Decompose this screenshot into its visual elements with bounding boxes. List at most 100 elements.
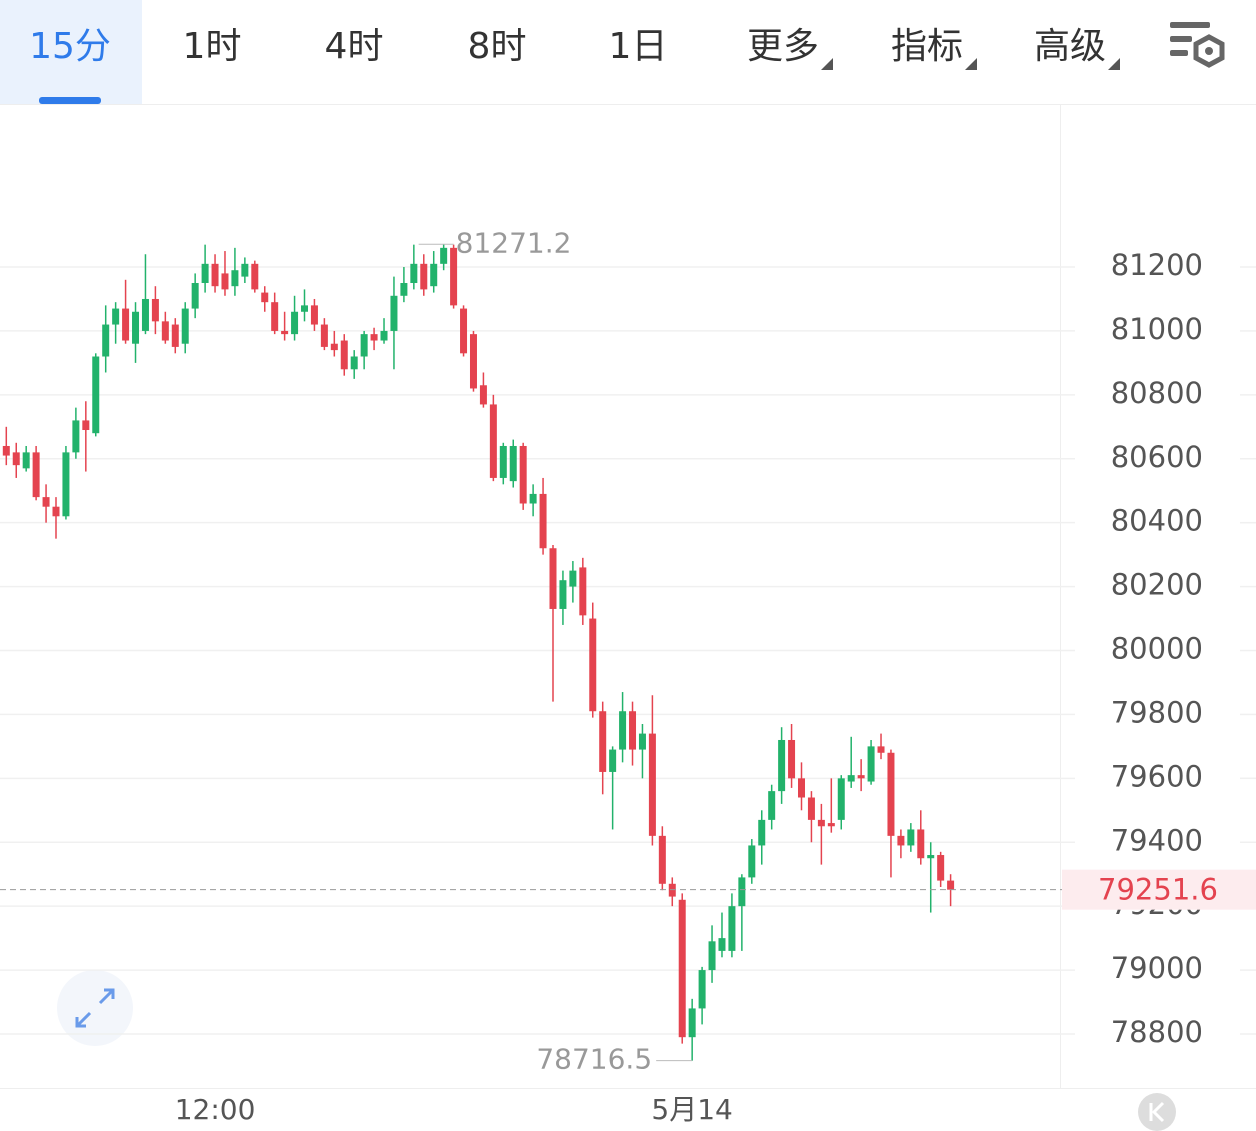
candle-body: [827, 823, 835, 827]
candle-body: [390, 295, 398, 331]
candle-body: [301, 305, 308, 312]
y-tick-label: 80000: [1111, 632, 1203, 666]
candle-body: [599, 711, 607, 772]
candle-body: [857, 775, 865, 779]
candle-body: [420, 263, 428, 290]
candle-body: [92, 356, 100, 434]
candle-body: [609, 749, 617, 772]
candle-body: [569, 570, 577, 587]
y-tick-label: 81200: [1111, 248, 1203, 282]
candle-body: [310, 305, 318, 325]
candle-body: [261, 292, 269, 303]
fullscreen-button[interactable]: [57, 970, 133, 1046]
y-tick-label: 78800: [1111, 1015, 1203, 1049]
candle-body: [877, 746, 885, 753]
candle-body: [917, 829, 925, 859]
active-tab-bg: [0, 0, 142, 104]
candle-body: [559, 580, 567, 609]
candle-body: [191, 283, 199, 309]
candle-body: [171, 324, 179, 347]
max-label: 81271.2: [456, 226, 572, 259]
candle-body: [539, 493, 547, 549]
candle-body: [927, 855, 935, 859]
min-label: 78716.5: [536, 1043, 652, 1076]
candle-body: [907, 829, 915, 846]
candle-body: [22, 452, 30, 469]
candle-body: [12, 452, 20, 466]
candle-body: [281, 330, 289, 335]
candle-body: [231, 270, 239, 287]
candle-body: [549, 548, 557, 609]
candle-body: [937, 855, 945, 881]
candle-body: [847, 775, 855, 782]
candle-body: [430, 263, 438, 287]
candle-body: [161, 321, 169, 341]
logo: [1138, 1093, 1176, 1131]
toolbar-tab[interactable]: 1时: [183, 26, 242, 67]
candle-body: [798, 778, 805, 798]
toolbar-tab[interactable]: 指标: [891, 26, 963, 67]
last-price-bg: [1062, 869, 1256, 910]
candle-body: [499, 445, 507, 478]
candle-body: [112, 308, 120, 325]
candle-body: [410, 263, 418, 284]
y-tick-label: 79600: [1111, 759, 1203, 793]
candle-body: [52, 506, 60, 517]
settings-icon[interactable]: [1170, 22, 1225, 68]
y-tick-label: 80800: [1111, 376, 1203, 410]
toolbar-tab[interactable]: 更多: [747, 26, 819, 67]
toolbar-tab[interactable]: 4时: [325, 26, 384, 67]
toolbar-tab[interactable]: 8时: [468, 26, 527, 67]
candle-body: [887, 752, 895, 836]
candle-body: [867, 746, 875, 782]
last-price-label: 79251.6: [1098, 873, 1218, 907]
candle-body: [728, 906, 736, 951]
candle-body: [629, 711, 637, 750]
candle-body: [72, 420, 80, 453]
candle-body: [330, 343, 338, 351]
candle-body: [32, 452, 40, 498]
candle-body: [211, 263, 219, 287]
candle-body: [360, 334, 368, 357]
candle-body: [748, 845, 756, 878]
candle-body: [648, 733, 656, 836]
candle-body: [698, 970, 706, 1009]
candle-body: [2, 445, 10, 456]
toolbar-tab[interactable]: 15分: [29, 26, 111, 67]
candle-body: [251, 263, 259, 290]
y-tick-label: 79800: [1111, 695, 1203, 729]
candle-body: [619, 711, 627, 750]
candle-body: [450, 247, 458, 306]
candle-body: [817, 819, 825, 827]
y-tick-label: 80600: [1111, 440, 1203, 474]
candle-body: [678, 899, 686, 1038]
candle-body: [589, 618, 597, 712]
candle-body: [738, 877, 746, 907]
candle-body: [201, 263, 209, 284]
candle-body: [122, 308, 130, 341]
candle-body: [291, 311, 299, 335]
active-tab-indicator: [39, 97, 101, 104]
candle-body: [807, 797, 815, 820]
candle-body: [241, 263, 249, 277]
candle-body: [837, 778, 845, 820]
candle-body: [141, 298, 149, 331]
toolbar-tab[interactable]: 1日: [609, 26, 668, 67]
candle-body: [320, 324, 328, 347]
candle-body: [509, 445, 517, 482]
candle-body: [469, 334, 477, 389]
candle-body: [529, 493, 537, 504]
x-tick-label: 12:00: [175, 1093, 256, 1126]
candle-body: [688, 1008, 696, 1038]
candle-body: [370, 334, 378, 341]
y-tick-label: 81000: [1111, 312, 1203, 346]
candle-body: [460, 308, 468, 354]
y-tick-label: 79000: [1111, 951, 1203, 985]
candle-body: [221, 273, 229, 290]
dropdown-caret: [965, 58, 977, 70]
candle-body: [489, 404, 497, 478]
toolbar-tab[interactable]: 高级: [1034, 26, 1106, 67]
candle-body: [638, 733, 646, 750]
dropdown-caret: [821, 58, 833, 70]
